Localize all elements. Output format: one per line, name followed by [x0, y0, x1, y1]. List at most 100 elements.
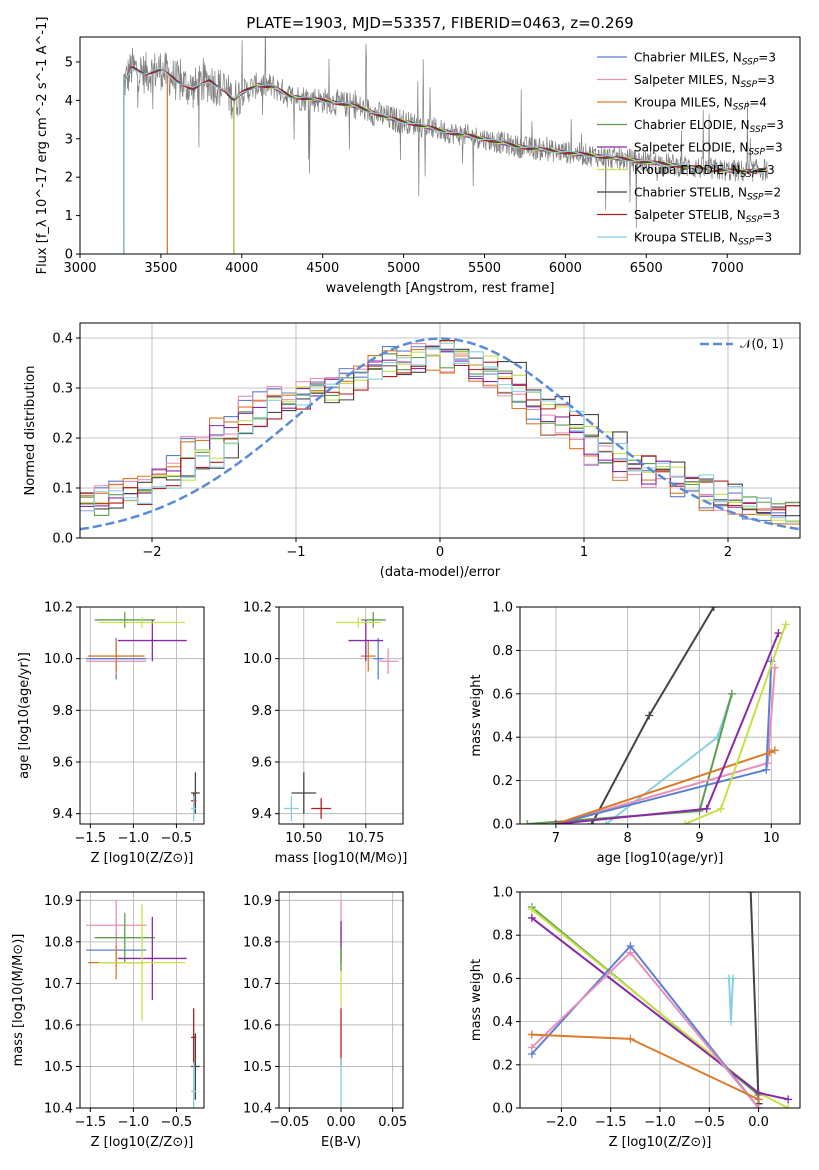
age-vs-Z-frame [79, 606, 205, 825]
weight-vs-age-xtick-label-3: 10 [763, 831, 780, 846]
spectrum-xtick-label-0: 3000 [63, 261, 96, 276]
mass-vs-EBV-ytick-label-4: 10.8 [243, 935, 272, 950]
weight-vs-Z-series-4-marker-0 [527, 913, 536, 922]
model-line-chabrier-elodie [233, 83, 768, 254]
legend-label-2: Kroupa MILES, NSSP=4 [634, 96, 767, 113]
weight-vs-Z-series-1-marker-2 [728, 974, 737, 983]
weight-vs-age-panel: 7 8 9 10 0.0 0.2 0.4 0.6 0.8 1.0 age [log10(age/yr… [469, 601, 801, 866]
mass-vs-EBV-ytick-label-0: 10.4 [243, 1102, 272, 1117]
weight-vs-Z-ytick-label-2: 0.4 [492, 1015, 513, 1030]
mass-vs-metallicity-panel: −1.5 −1.0 −0.5 10.4 10.5 10.6 10.7 10.8 10.9 Z [l… [11, 891, 205, 1150]
mass-vs-EBV-ytick-label-5: 10.9 [243, 894, 272, 909]
age-vs-Z-xtick-label-1: −1.0 [118, 831, 150, 846]
weight-vs-Z-series-7-marker-1 [626, 1034, 635, 1043]
weight-vs-age-ytick-label-0: 0.0 [492, 818, 513, 833]
legend-label-3: Chabrier ELODIE, NSSP=3 [634, 118, 784, 135]
weight-vs-age-series-2-marker-2 [727, 689, 736, 698]
spectrum-title: PLATE=1903, MJD=53357, FIBERID=0463, z=0… [246, 14, 633, 32]
residual-hist-kroupa-miles [80, 349, 800, 525]
weight-vs-Z-series-0-marker-0 [746, 892, 755, 896]
mass-vs-Z-frame [79, 891, 205, 1109]
weight-vs-age-ytick-label-4: 0.8 [492, 644, 513, 659]
residuals-ytick-label-3: 0.3 [52, 382, 73, 397]
weight-vs-age-ylabel: mass weight [469, 674, 484, 756]
mass-vs-Z-xtick-label-1: −1.0 [118, 1115, 150, 1130]
weight-vs-age-frame [519, 606, 801, 825]
residuals-xtick-label-3: 1 [580, 545, 588, 560]
age-vs-mass-xlabel: mass [log10(M/M⊙)] [275, 851, 408, 866]
age-vs-Z-ytick-label-4: 10.2 [44, 601, 73, 616]
weight-vs-Z-xlabel: Z [log10(Z/Z⊙)] [609, 1135, 712, 1150]
weight-vs-metallicity-panel: −2.0 −1.5 −1.0 −0.5 0.0 0.0 0.2 0.4 0.6 0.8 1.0 Z [… [469, 886, 801, 1150]
weight-vs-age-ytick-label-2: 0.4 [492, 731, 513, 746]
spectrum-panel: 3000 3500 4000 4500 5000 5500 6000 6500 7000 0 1 2 3… [35, 17, 801, 296]
residuals-ylabel: Normed distribution [23, 366, 38, 496]
gaussian-legend-label: 𝒩(0, 1) [740, 337, 784, 351]
age-vs-Z-ytick-label-1: 9.6 [52, 756, 73, 771]
spectrum-xtick-label-8: 7000 [711, 261, 744, 276]
spectrum-ytick-label-1: 1 [65, 209, 73, 224]
weight-vs-age-xtick-label-2: 9 [695, 831, 703, 846]
mass-vs-EBV-ytick-label-2: 10.6 [243, 1018, 272, 1033]
residuals-ytick-label-0: 0.0 [52, 532, 73, 547]
spectrum-xtick-label-2: 4000 [225, 261, 258, 276]
weight-vs-Z-ylabel: mass weight [469, 959, 484, 1041]
weight-vs-Z-series-0 [749, 892, 760, 1104]
spectrum-ytick-label-2: 2 [65, 171, 73, 186]
residuals-panel: −2 −1 0 1 2 0.0 0.1 0.2 0.3 0.4 (data-model)/error… [23, 322, 801, 580]
residuals-ytick-label-1: 0.1 [52, 482, 73, 497]
weight-vs-Z-ytick-label-3: 0.6 [492, 972, 513, 987]
legend-label-5: Kroupa ELODIE, NSSP=3 [634, 163, 775, 180]
spectrum-xtick-label-7: 6500 [630, 261, 663, 276]
age-vs-mass-xtick-label-1: 10.75 [347, 831, 384, 846]
mass-vs-EBV-xtick-label-1: 0.00 [327, 1115, 356, 1130]
spectrum-xtick-label-3: 4500 [306, 261, 339, 276]
spectrum-ytick-label-0: 0 [65, 248, 73, 263]
weight-vs-age-series-3-marker-2 [770, 663, 779, 672]
weight-vs-Z-series-3-marker-0 [527, 905, 536, 914]
age-vs-mass-ytick-label-1: 9.6 [251, 756, 272, 771]
age-vs-Z-xtick-label-0: −1.5 [75, 831, 107, 846]
legend-label-1: Salpeter MILES, NSSP=3 [634, 73, 775, 90]
weight-vs-age-series-6-marker-2 [774, 629, 783, 638]
weight-vs-age-series-2-marker-0 [523, 820, 532, 824]
legend-label-6: Chabrier STELIB, NSSP=2 [634, 186, 781, 203]
mass-vs-extinction-panel: −0.05 0.00 0.05 10.4 10.5 10.6 10.7 10.8 10.9 E(B… [243, 891, 407, 1150]
mass-vs-EBV-xtick-label-0: −0.05 [269, 1115, 309, 1130]
spectrum-xlabel: wavelength [Angstrom, rest frame] [326, 281, 555, 296]
spectrum-xtick-label-1: 3500 [144, 261, 177, 276]
mass-vs-Z-xtick-label-2: −0.5 [161, 1115, 193, 1130]
residual-hist-chabrier-elodie [80, 350, 800, 516]
weight-vs-Z-ytick-label-1: 0.2 [492, 1058, 513, 1073]
weight-vs-age-series-4-marker-1 [762, 765, 771, 774]
mass-vs-EBV-ytick-label-1: 10.5 [243, 1060, 272, 1075]
age-vs-Z-ytick-label-0: 9.4 [52, 807, 73, 822]
age-vs-mass-frame [278, 606, 404, 825]
spectrum-xtick-label-5: 5500 [468, 261, 501, 276]
spectrum-frame [79, 36, 801, 255]
weight-vs-age-ytick-label-3: 0.6 [492, 687, 513, 702]
weight-vs-Z-ytick-label-5: 1.0 [492, 886, 513, 901]
weight-vs-Z-series-6-marker-1 [626, 948, 635, 957]
spectrum-ytick-label-5: 5 [65, 55, 73, 70]
age-vs-Z-ylabel: age [log10(age/yr)] [17, 652, 32, 779]
mass-vs-EBV-xlabel: E(B-V) [321, 1135, 361, 1150]
age-vs-metallicity-panel: −1.5 −1.0 −0.5 9.4 9.6 9.8 10.0 10.2 Z [log10(Z/… [17, 601, 205, 866]
weight-vs-Z-series-6-marker-2 [754, 1104, 763, 1108]
weight-vs-Z-ytick-label-4: 0.8 [492, 929, 513, 944]
weight-vs-Z-ytick-label-0: 0.0 [492, 1102, 513, 1117]
legend-label-4: Salpeter ELODIE, NSSP=3 [634, 141, 783, 158]
age-vs-Z-ytick-label-2: 9.8 [52, 704, 73, 719]
weight-vs-Z-xtick-label-4: 0.0 [748, 1115, 769, 1130]
residual-hist-kroupa-stelib [80, 342, 800, 523]
model-line-chabrier-stelib [123, 66, 767, 254]
legend-label-7: Salpeter STELIB, NSSP=3 [634, 208, 780, 225]
mass-vs-Z-ytick-label-2: 10.6 [44, 1018, 73, 1033]
weight-vs-age-series-5-marker-1 [765, 748, 774, 757]
weight-vs-age-series-7-marker-2 [781, 620, 790, 629]
weight-vs-Z-xtick-label-1: −1.5 [595, 1115, 627, 1130]
weight-vs-Z-series-1-marker-1 [726, 1017, 735, 1026]
residuals-xtick-label-1: −1 [286, 545, 305, 560]
weight-vs-age-series-5-marker-2 [770, 746, 779, 755]
